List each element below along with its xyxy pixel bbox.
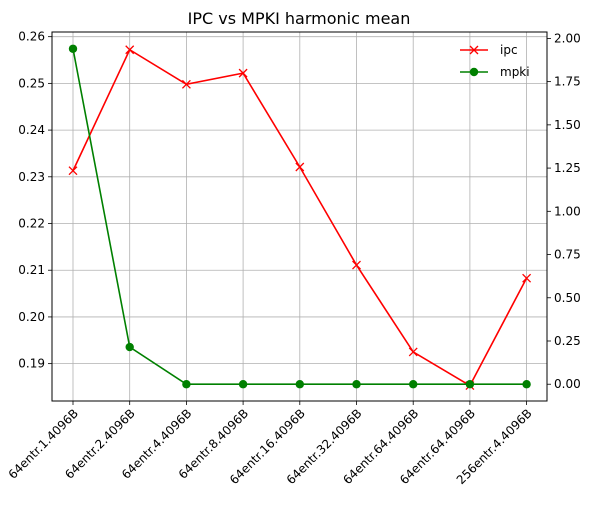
- legend: ipc mpki: [460, 43, 530, 79]
- right-y-tick-label: 1.75: [554, 75, 581, 89]
- chart-title: IPC vs MPKI harmonic mean: [188, 9, 411, 28]
- right-y-tick-label: 0.00: [554, 377, 581, 391]
- left-y-tick-label: 0.21: [18, 263, 45, 277]
- ipc-point: [408, 347, 418, 357]
- left-y-tick-label: 0.22: [18, 217, 45, 231]
- legend-item-ipc: ipc: [460, 43, 518, 57]
- mpki-point: [352, 380, 361, 389]
- mpki-point: [68, 44, 78, 53]
- legend-label: mpki: [500, 65, 530, 79]
- mpki-point: [522, 380, 531, 389]
- legend-label: ipc: [500, 43, 518, 57]
- left-y-tick-label: 0.26: [18, 30, 45, 44]
- legend-item-mpki: mpki: [460, 65, 530, 79]
- ipc-point: [295, 162, 305, 172]
- right-y-tick-label: 1.50: [554, 118, 581, 132]
- left-y-tick-label: 0.25: [18, 76, 45, 90]
- ipc-point: [125, 45, 135, 55]
- mpki-point: [469, 67, 479, 77]
- mpki-point: [295, 380, 304, 389]
- mpki-point: [238, 380, 248, 389]
- right-y-tick-label: 0.75: [554, 248, 581, 262]
- mpki-point: [125, 342, 134, 352]
- ipc-point: [352, 260, 361, 270]
- series-ipc: [68, 45, 532, 391]
- ipc-point: [522, 273, 532, 283]
- mpki-point: [409, 380, 418, 389]
- right-y-tick-label: 0.50: [554, 291, 581, 305]
- left-y-tick-label: 0.20: [18, 310, 45, 324]
- right-y-axis: 0.00 0.25 0.50 0.75 1.00 1.25 1.50 1.75 2.00: [547, 31, 581, 391]
- ipc-point: [68, 166, 78, 176]
- right-y-tick-label: 1.25: [554, 161, 581, 175]
- left-y-axis: 0.19 0.20 0.21 0.22 0.23 0.24 0.25 0.26: [18, 30, 52, 371]
- left-y-tick-label: 0.23: [18, 170, 45, 184]
- series-layer: [68, 44, 532, 391]
- series-mpki: [68, 44, 531, 389]
- right-y-tick-label: 0.25: [554, 334, 581, 348]
- right-y-tick-label: 2.00: [554, 31, 581, 45]
- ipc-point: [469, 45, 479, 55]
- mpki-point: [182, 380, 191, 389]
- grid: [52, 32, 547, 401]
- mpki-point: [465, 380, 475, 389]
- left-y-tick-label: 0.24: [18, 123, 45, 137]
- ipc-point: [181, 79, 191, 89]
- left-y-tick-label: 0.19: [18, 357, 45, 371]
- right-y-tick-label: 1.00: [554, 204, 581, 218]
- ipc-point: [238, 68, 248, 78]
